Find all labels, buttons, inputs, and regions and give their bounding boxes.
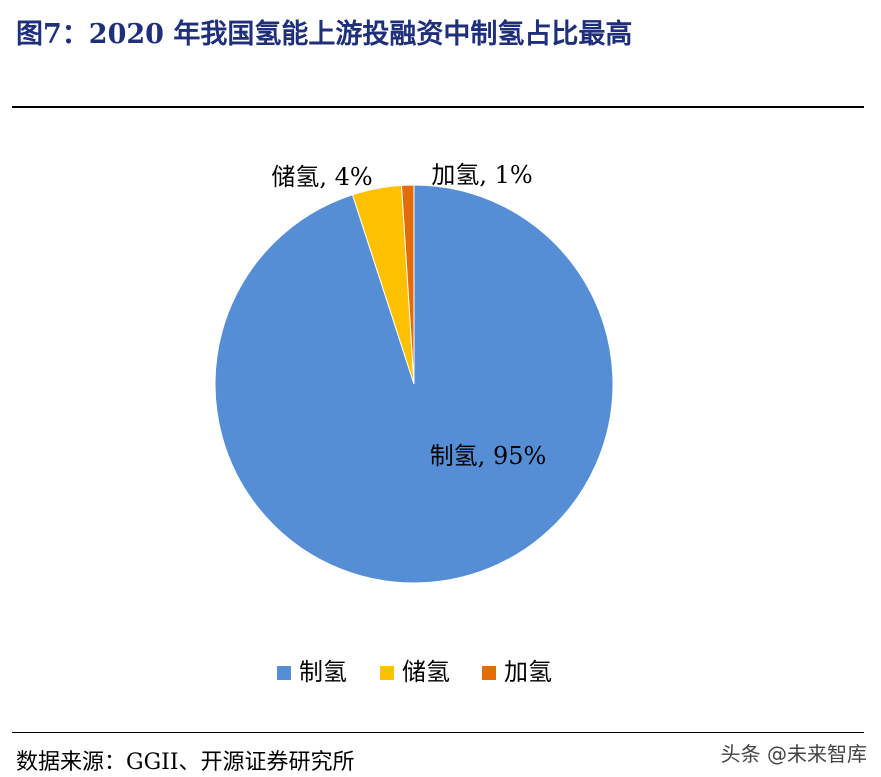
data-label-2: 储氢, 4% (271, 163, 372, 191)
title-divider (12, 106, 864, 108)
watermark: 头条 @未来智库 (720, 742, 867, 766)
legend-swatch-1 (277, 666, 291, 680)
figure-title: 图7：2020 年我国氢能上游投融资中制氢占比最高 (16, 19, 633, 50)
source-divider (12, 732, 864, 733)
legend-swatch-3 (482, 666, 496, 680)
legend-label-2: 储氢 (402, 658, 450, 686)
source-note: 数据来源：GGII、开源证券研究所 (16, 750, 355, 775)
pie-chart: 制氢, 95% 储氢, 4% 加氢, 1% 制氢 储氢 加氢 (214, 161, 614, 686)
data-label-3: 加氢, 1% (431, 161, 532, 189)
legend-swatch-2 (380, 666, 394, 680)
pie-slice-3 (400, 184, 415, 385)
legend-label-3: 加氢 (504, 658, 552, 686)
legend-label-1: 制氢 (299, 658, 347, 686)
data-label-1: 制氢, 95% (430, 442, 547, 470)
